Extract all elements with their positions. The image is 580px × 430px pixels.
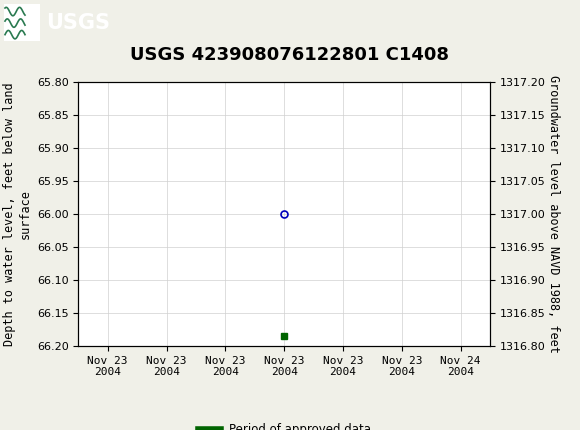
Text: USGS 423908076122801 C1408: USGS 423908076122801 C1408 (130, 46, 450, 64)
Legend: Period of approved data: Period of approved data (193, 418, 375, 430)
Y-axis label: Groundwater level above NAVD 1988, feet: Groundwater level above NAVD 1988, feet (546, 75, 560, 353)
Text: USGS: USGS (46, 12, 110, 33)
FancyBboxPatch shape (4, 4, 40, 41)
Y-axis label: Depth to water level, feet below land
surface: Depth to water level, feet below land su… (3, 82, 31, 346)
